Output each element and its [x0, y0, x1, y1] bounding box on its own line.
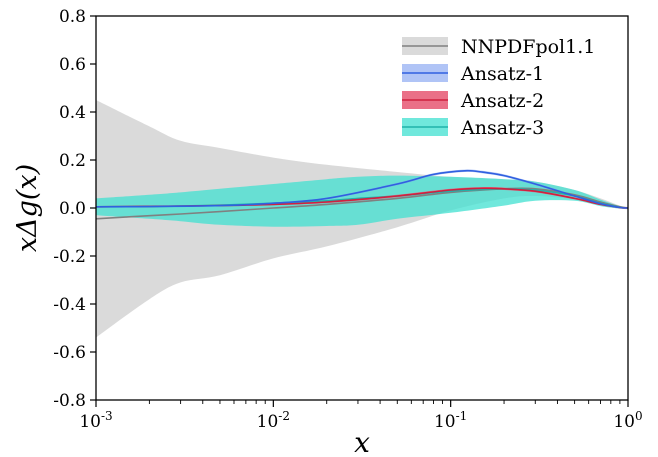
- y-tick-label: 0.0: [59, 199, 86, 219]
- legend-label-ansatz-1: Ansatz-1: [460, 63, 544, 85]
- x-tick-label: 100: [613, 409, 642, 432]
- x-tick-label: 10-1: [434, 409, 467, 432]
- legend-label-ansatz-3: Ansatz-3: [460, 117, 544, 139]
- legend: NNPDFpol1.1 Ansatz-1 Ansatz-2 Ansatz-3: [402, 36, 595, 139]
- line-nnpdfpol1-1: [95, 187, 629, 220]
- y-tick-label: -0.2: [53, 247, 86, 267]
- y-tick-label: -0.8: [53, 391, 86, 411]
- x-tick-label: 10-2: [257, 409, 290, 432]
- y-tick-label: 0.6: [59, 55, 86, 75]
- y-tick-label: 0.2: [59, 151, 86, 171]
- x-axis: 10-3 10-2 10-1 100: [79, 400, 643, 432]
- y-tick-label: 0.8: [59, 7, 86, 27]
- legend-label-nnpdfpol1-1: NNPDFpol1.1: [461, 36, 595, 58]
- y-tick-label: 0.4: [59, 103, 86, 123]
- uncertainty-bands: [96, 100, 628, 338]
- central-lines: [95, 169, 629, 220]
- legend-label-ansatz-2: Ansatz-2: [460, 90, 544, 112]
- x-axis-title: x: [354, 426, 370, 457]
- y-tick-label: -0.6: [53, 343, 86, 363]
- y-tick-label: -0.4: [53, 295, 86, 315]
- x-tick-label: 10-3: [79, 409, 112, 432]
- line-ansatz-1: [95, 169, 629, 209]
- y-axis-title: xΔg(x): [12, 164, 43, 252]
- y-axis: 0.8 0.6 0.4 0.2 0.0 -0.2 -0.4 -0.6 -0.8: [53, 7, 96, 411]
